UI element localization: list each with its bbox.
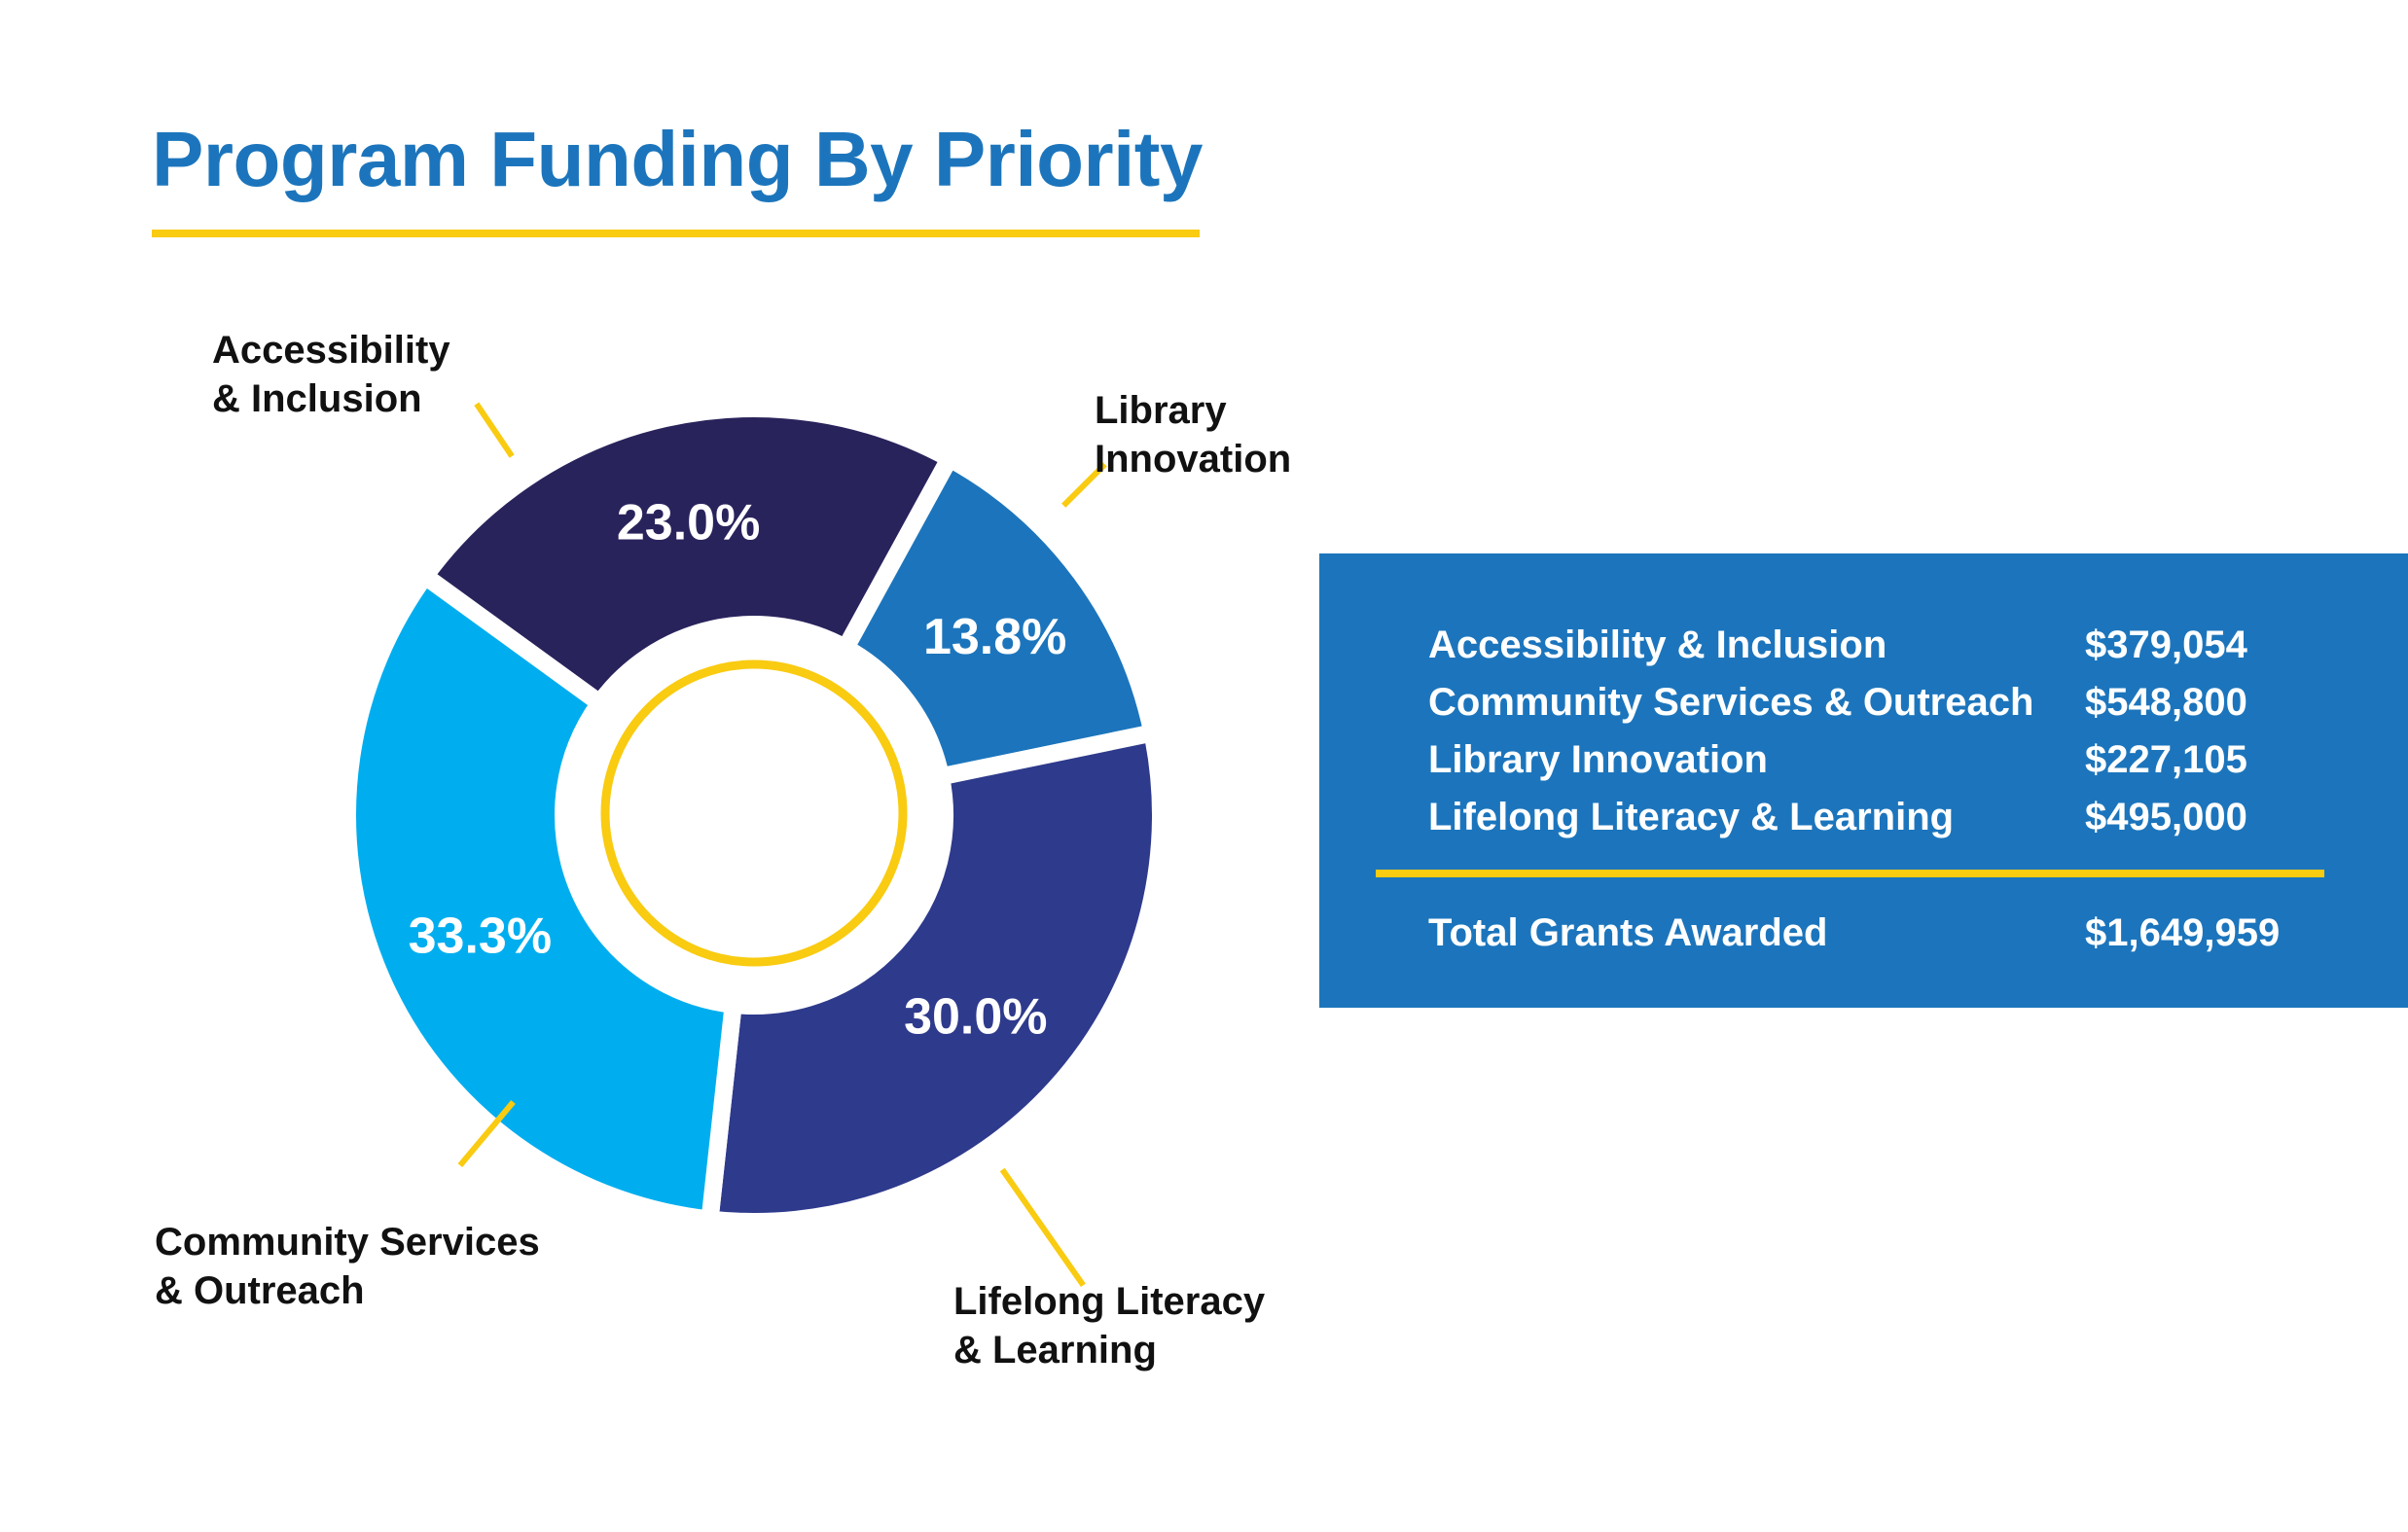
summary-row-amount: $227,105 [2085,738,2247,781]
slice-value-label: 33.3% [409,909,552,965]
leader-line [1061,462,1107,508]
funding-summary-panel: Accessibility & Inclusion $379,054 Commu… [1319,553,2408,1008]
label-line: Library [1095,389,1227,432]
summary-total-row: Total Grants Awarded $1,649,959 [1428,906,2408,960]
slice-value-label: 30.0% [904,988,1047,1045]
summary-row: Lifelong Literacy & Learning $495,000 [1428,790,2408,844]
page-title: Program Funding By Priority [152,116,1203,202]
donut-slice [833,446,1164,788]
label-line: & Learning [953,1329,1157,1372]
donut-slice [339,563,743,1229]
summary-row-name: Library Innovation [1428,738,1768,781]
slice-value-label: 23.0% [617,494,760,551]
label-line: & Outreach [155,1269,365,1312]
label-line: Innovation [1095,438,1292,481]
summary-row-name: Community Services & Outreach [1428,681,2034,724]
label-community-services-outreach: Community Services & Outreach [155,1218,540,1315]
summary-row: Library Innovation $227,105 [1428,732,2408,787]
label-line: Accessibility [212,329,450,372]
slice-value-label: 13.8% [923,609,1066,665]
label-accessibility-inclusion: Accessibility & Inclusion [212,326,450,423]
summary-row-amount: $495,000 [2085,796,2247,838]
label-library-innovation: Library Innovation [1095,386,1291,483]
summary-row-amount: $548,800 [2085,681,2247,724]
summary-row-name: Lifelong Literacy & Learning [1428,796,1955,838]
leader-line [457,1099,516,1167]
label-line: Community Services [155,1221,540,1264]
center-ring [600,659,908,967]
summary-row: Community Services & Outreach $548,800 [1428,675,2408,730]
label-line: Lifelong Literacy [953,1280,1266,1323]
summary-total-amount: $1,649,959 [2085,911,2281,954]
label-line: & Inclusion [212,377,422,420]
leader-line [474,402,515,458]
summary-row-name: Accessibility & Inclusion [1428,623,1887,666]
donut-slice [413,400,962,716]
summary-row: Accessibility & Inclusion $379,054 [1428,618,2408,672]
leader-line [999,1167,1086,1288]
title-underline [152,230,1200,237]
summary-divider [1376,870,2324,877]
summary-row-amount: $379,054 [2085,623,2247,666]
summary-total-name: Total Grants Awarded [1428,911,1828,954]
donut-slice [700,722,1170,1230]
label-lifelong-literacy-learning: Lifelong Literacy & Learning [953,1277,1265,1374]
